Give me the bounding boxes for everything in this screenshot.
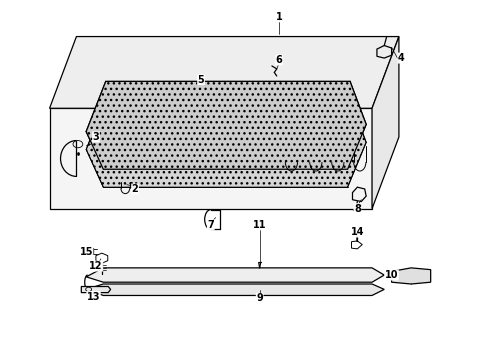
Text: 8: 8 [354, 204, 361, 214]
Polygon shape [86, 81, 366, 169]
Text: 15: 15 [79, 247, 93, 257]
Text: 13: 13 [87, 292, 100, 302]
Text: 3: 3 [93, 132, 99, 142]
Text: 4: 4 [398, 53, 405, 63]
Polygon shape [392, 268, 431, 284]
Text: 9: 9 [256, 293, 263, 303]
Polygon shape [372, 37, 399, 209]
Text: 14: 14 [351, 227, 364, 237]
Polygon shape [81, 287, 111, 293]
Polygon shape [86, 284, 384, 296]
Text: 2: 2 [132, 184, 139, 194]
Polygon shape [49, 37, 399, 108]
Text: 10: 10 [385, 270, 398, 280]
Text: 7: 7 [207, 220, 214, 230]
Text: 1: 1 [276, 12, 283, 22]
Polygon shape [49, 108, 372, 209]
Polygon shape [86, 268, 384, 282]
Polygon shape [86, 99, 366, 187]
Text: 6: 6 [276, 55, 283, 65]
Text: 12: 12 [89, 261, 103, 271]
Text: 5: 5 [197, 75, 204, 85]
Text: 11: 11 [253, 220, 267, 230]
